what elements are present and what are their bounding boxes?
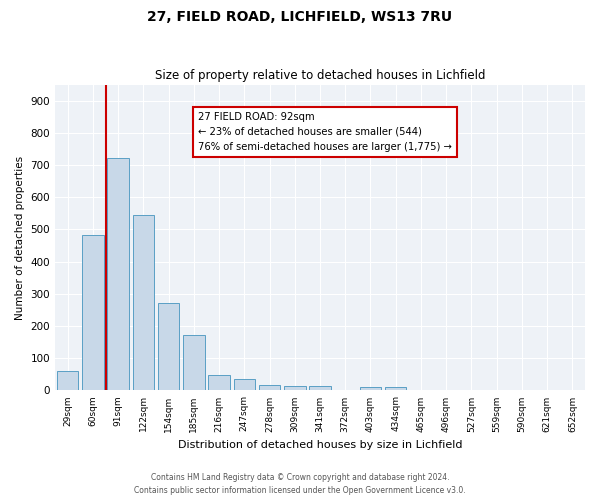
Text: 27 FIELD ROAD: 92sqm
← 23% of detached houses are smaller (544)
76% of semi-deta: 27 FIELD ROAD: 92sqm ← 23% of detached h… xyxy=(198,112,452,152)
Bar xyxy=(284,386,305,390)
Bar xyxy=(259,384,280,390)
Bar xyxy=(133,216,154,390)
Bar xyxy=(208,375,230,390)
Bar xyxy=(233,379,255,390)
Bar xyxy=(385,387,406,390)
Bar xyxy=(107,158,129,390)
Text: Contains HM Land Registry data © Crown copyright and database right 2024.
Contai: Contains HM Land Registry data © Crown c… xyxy=(134,474,466,495)
Y-axis label: Number of detached properties: Number of detached properties xyxy=(15,156,25,320)
Bar xyxy=(57,371,79,390)
X-axis label: Distribution of detached houses by size in Lichfield: Distribution of detached houses by size … xyxy=(178,440,462,450)
Bar xyxy=(183,335,205,390)
Title: Size of property relative to detached houses in Lichfield: Size of property relative to detached ho… xyxy=(155,69,485,82)
Bar xyxy=(309,386,331,390)
Bar xyxy=(360,387,381,390)
Bar xyxy=(158,303,179,390)
Text: 27, FIELD ROAD, LICHFIELD, WS13 7RU: 27, FIELD ROAD, LICHFIELD, WS13 7RU xyxy=(148,10,452,24)
Bar xyxy=(82,235,104,390)
